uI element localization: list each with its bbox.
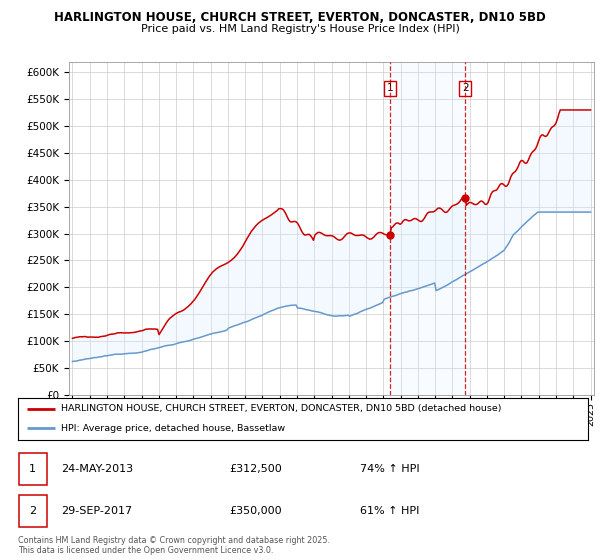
Text: 1: 1 (386, 83, 393, 94)
Text: £312,500: £312,500 (229, 464, 281, 474)
Text: Contains HM Land Registry data © Crown copyright and database right 2025.
This d: Contains HM Land Registry data © Crown c… (18, 536, 330, 556)
Text: HPI: Average price, detached house, Bassetlaw: HPI: Average price, detached house, Bass… (61, 424, 285, 433)
Text: 61% ↑ HPI: 61% ↑ HPI (360, 506, 419, 516)
Text: HARLINGTON HOUSE, CHURCH STREET, EVERTON, DONCASTER, DN10 5BD: HARLINGTON HOUSE, CHURCH STREET, EVERTON… (54, 11, 546, 24)
Text: HARLINGTON HOUSE, CHURCH STREET, EVERTON, DONCASTER, DN10 5BD (detached house): HARLINGTON HOUSE, CHURCH STREET, EVERTON… (61, 404, 501, 413)
Text: 2: 2 (29, 506, 37, 516)
Text: 2: 2 (462, 83, 469, 94)
Text: £350,000: £350,000 (229, 506, 281, 516)
Text: 29-SEP-2017: 29-SEP-2017 (61, 506, 132, 516)
FancyBboxPatch shape (19, 495, 47, 527)
Text: 24-MAY-2013: 24-MAY-2013 (61, 464, 133, 474)
FancyBboxPatch shape (19, 453, 47, 485)
Text: Price paid vs. HM Land Registry's House Price Index (HPI): Price paid vs. HM Land Registry's House … (140, 24, 460, 34)
Text: 1: 1 (29, 464, 37, 474)
Text: 74% ↑ HPI: 74% ↑ HPI (360, 464, 419, 474)
Bar (390, 62, 466, 395)
